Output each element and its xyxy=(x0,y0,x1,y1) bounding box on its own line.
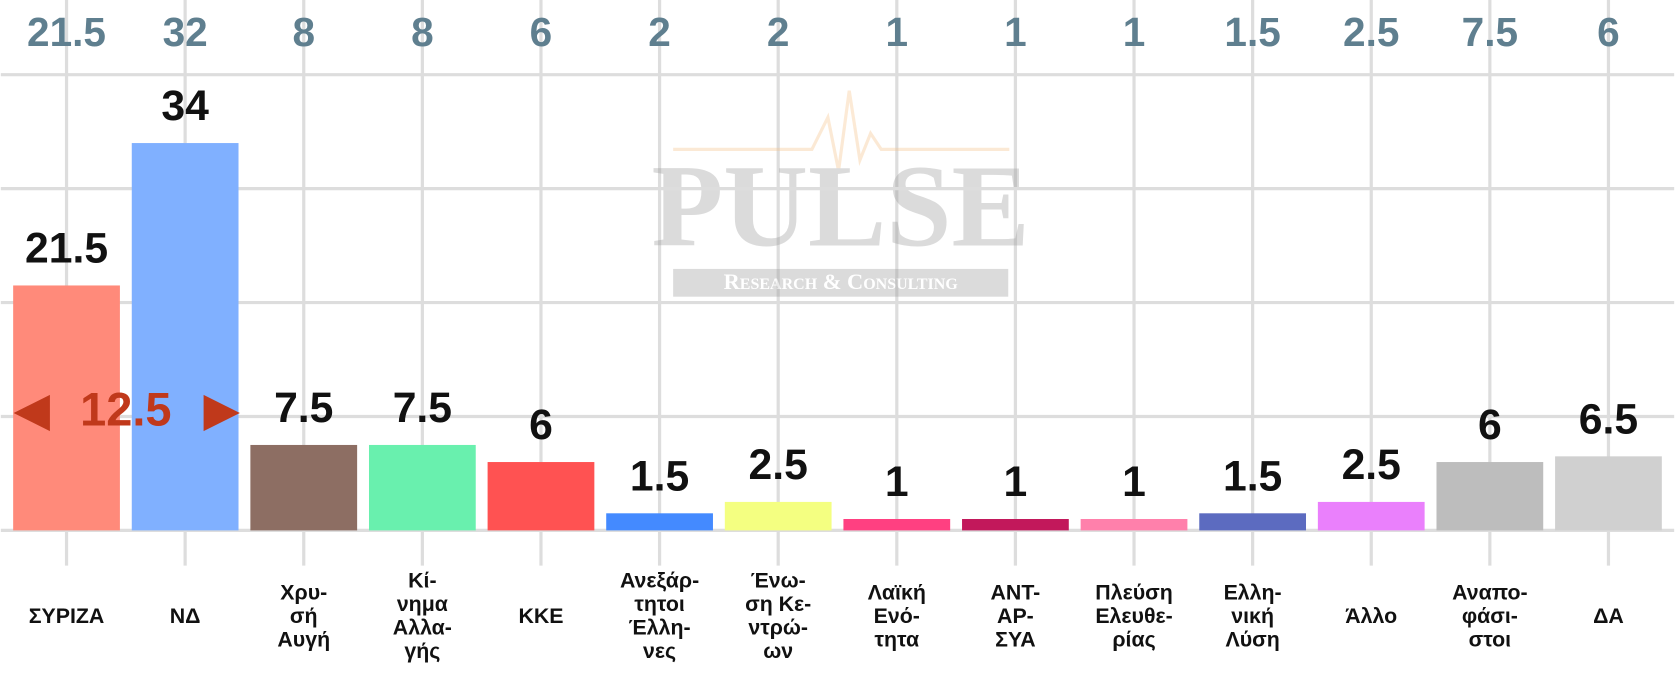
value-label: 1 xyxy=(1122,458,1146,506)
previous-value: 6 xyxy=(1597,9,1620,55)
x-tick-label: Κί-νημα Αλλα-γής xyxy=(393,568,452,662)
x-tick-label: ΣΥΡΙΖΑ xyxy=(29,603,105,627)
value-label: 21.5 xyxy=(25,225,108,273)
lead-arrow-right xyxy=(203,394,240,432)
x-tick-label: ΑΝΤ-ΑΡ-ΣΥΑ xyxy=(991,580,1041,651)
value-label: 1.5 xyxy=(1223,452,1282,500)
previous-value: 1 xyxy=(1004,9,1027,55)
x-tick-label: Ένω-ση Κε-ντρώ-ων xyxy=(745,568,811,662)
value-label: 1.5 xyxy=(630,452,689,500)
value-label: 2.5 xyxy=(749,441,808,489)
lead-arrow-left xyxy=(13,394,50,432)
previous-value: 6 xyxy=(530,9,553,55)
bar xyxy=(843,519,951,531)
x-tick-label: ΔΑ xyxy=(1593,603,1624,627)
previous-value: 2 xyxy=(767,9,790,55)
x-tick-label: ΝΔ xyxy=(170,603,201,627)
x-tick-label: Λαϊκή Ενό-τητα xyxy=(868,580,926,651)
x-tick-label: Άλλο xyxy=(1345,603,1397,627)
bar xyxy=(131,143,239,531)
value-label: 1 xyxy=(885,458,909,506)
bar xyxy=(606,513,713,531)
bar xyxy=(724,501,832,531)
value-label: 6.5 xyxy=(1579,395,1638,443)
watermark: PULSE Research & Consulting xyxy=(652,90,1030,297)
bar xyxy=(1317,501,1425,531)
previous-value: 32 xyxy=(163,9,208,55)
bar xyxy=(368,444,476,531)
bar xyxy=(487,462,595,531)
previous-value: 7.5 xyxy=(1462,9,1518,55)
previous-value: 2 xyxy=(648,9,671,55)
x-tick-label: ΚΚΕ xyxy=(518,603,563,627)
watermark-subtitle: Research & Consulting xyxy=(724,269,959,294)
x-tick-label: Ανεξάρ-τητοι Έλλη-νες xyxy=(620,568,699,662)
previous-value: 1 xyxy=(1123,9,1146,55)
previous-value: 8 xyxy=(292,9,315,55)
x-tick-label: Χρυ-σή Αυγή xyxy=(277,580,330,651)
value-label: 6 xyxy=(529,401,553,449)
value-label: 34 xyxy=(161,82,209,130)
value-label: 6 xyxy=(1478,401,1502,449)
value-label: 7.5 xyxy=(393,384,452,432)
bar xyxy=(1555,456,1662,531)
watermark-title: PULSE xyxy=(652,142,1030,272)
previous-value: 21.5 xyxy=(27,9,106,55)
value-label: 2.5 xyxy=(1342,441,1401,489)
previous-value: 1 xyxy=(886,9,909,55)
lead-label: 12.5 xyxy=(80,382,171,435)
bar xyxy=(962,519,1069,531)
x-tick-label: Ελλη-νική Λύση xyxy=(1224,580,1282,651)
bar xyxy=(250,444,358,531)
previous-value: 8 xyxy=(411,9,434,55)
x-tick-label: Αναπο-φάσι-στοι xyxy=(1452,580,1527,651)
bar xyxy=(1199,513,1307,531)
previous-value: 1.5 xyxy=(1224,9,1280,55)
x-tick-label: Πλεύση Ελευθε-ρίας xyxy=(1095,580,1172,651)
bar xyxy=(1436,462,1544,531)
value-label: 1 xyxy=(1004,458,1028,506)
bar xyxy=(1080,519,1188,531)
value-label: 7.5 xyxy=(274,384,333,432)
previous-value: 2.5 xyxy=(1343,9,1399,55)
